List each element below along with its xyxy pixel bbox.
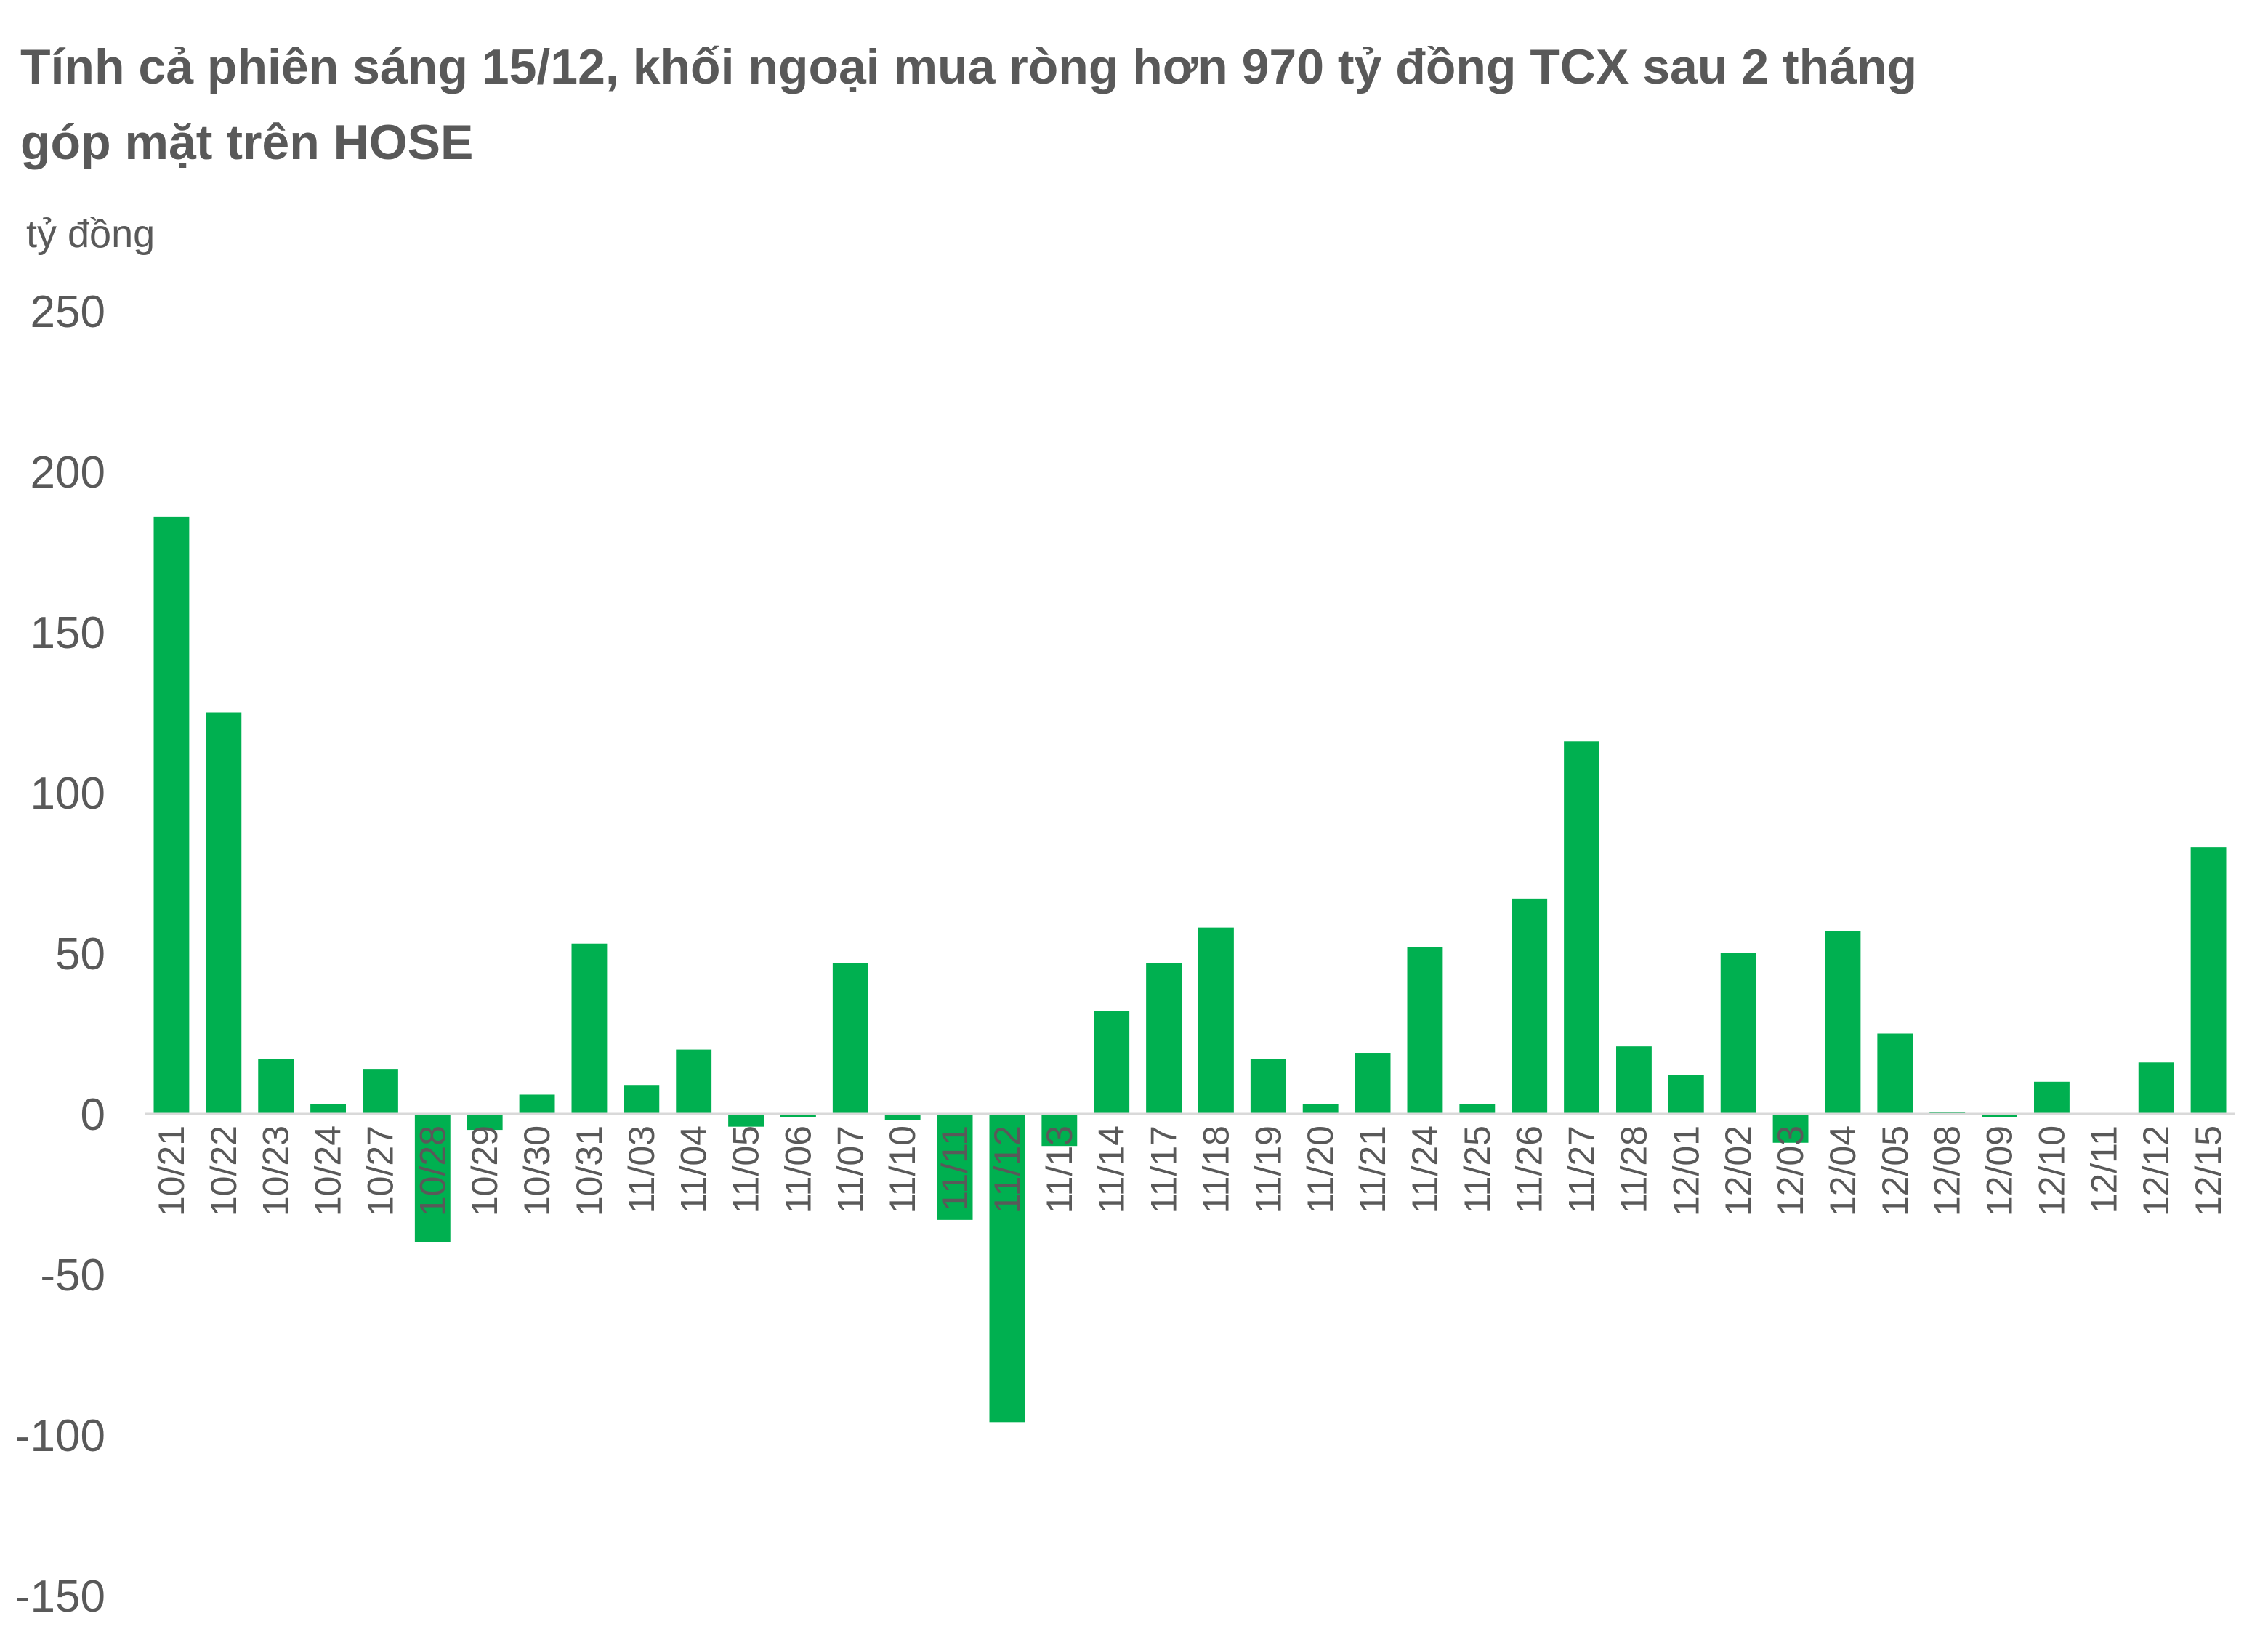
- bar: [153, 516, 190, 1114]
- x-tick-label: 12/05: [1875, 1125, 1916, 1216]
- y-tick-label: 150: [31, 608, 105, 658]
- bar: [624, 1085, 660, 1114]
- x-tick-label: 11/19: [1248, 1125, 1288, 1213]
- bar: [1407, 947, 1443, 1114]
- bar: [1094, 1011, 1130, 1114]
- y-tick-label: -100: [15, 1411, 105, 1461]
- x-tick-label: 12/11: [2083, 1125, 2124, 1213]
- y-tick-label: 100: [31, 769, 105, 819]
- x-tick-label: 11/17: [1144, 1125, 1185, 1213]
- bar: [1616, 1046, 1652, 1114]
- x-tick-label: 12/01: [1666, 1125, 1706, 1216]
- x-tick-label: 10/31: [569, 1125, 610, 1216]
- x-tick-label: 12/03: [1770, 1125, 1811, 1216]
- x-tick-label: 10/22: [203, 1125, 244, 1216]
- y-axis-ticks: 250 200 150 100 50 0 -50 -100 -150: [15, 287, 105, 1622]
- x-tick-label: 11/12: [987, 1125, 1028, 1213]
- x-tick-label: 12/02: [1718, 1125, 1759, 1216]
- bar: [728, 1114, 764, 1127]
- bar: [414, 1114, 451, 1242]
- chart-title: Tính cả phiên sáng 15/12, khối ngoại mua…: [20, 39, 1918, 170]
- bar: [1459, 1104, 1496, 1114]
- y-tick-label: 200: [31, 448, 105, 498]
- y-axis-label: tỷ đồng: [26, 212, 155, 256]
- bar: [1982, 1114, 2017, 1117]
- y-tick-label: 0: [81, 1090, 105, 1140]
- x-tick-label: 11/18: [1195, 1125, 1236, 1213]
- x-tick-label: 11/24: [1405, 1125, 1445, 1213]
- x-tick-label: 11/05: [726, 1125, 767, 1213]
- bar: [780, 1114, 816, 1117]
- bar: [937, 1114, 973, 1220]
- bar: [1250, 1059, 1286, 1114]
- x-tick-label: 10/27: [360, 1125, 400, 1216]
- bar: [258, 1059, 294, 1114]
- bar: [1825, 931, 1861, 1114]
- x-tick-label: 10/30: [517, 1125, 557, 1216]
- x-tick-label: 10/28: [412, 1125, 453, 1216]
- bar: [832, 963, 868, 1114]
- x-tick-label: 10/21: [151, 1125, 192, 1216]
- bar: [1877, 1033, 1913, 1114]
- x-tick-label: 11/28: [1613, 1125, 1654, 1213]
- bar: [206, 712, 242, 1114]
- bar: [1302, 1104, 1339, 1114]
- bar: [884, 1114, 921, 1120]
- bar: [989, 1114, 1025, 1423]
- bar: [1772, 1114, 1809, 1143]
- x-tick-label: 10/23: [256, 1125, 296, 1216]
- y-tick-label: -50: [40, 1250, 105, 1301]
- bar: [310, 1104, 346, 1114]
- bar: [1146, 963, 1182, 1114]
- bar: [1041, 1114, 1078, 1147]
- bar: [363, 1069, 398, 1114]
- x-tick-label: 11/13: [1039, 1125, 1080, 1213]
- y-tick-label: 250: [31, 287, 105, 337]
- x-tick-label: 11/14: [1091, 1125, 1132, 1213]
- bar: [676, 1049, 712, 1114]
- x-tick-label: 12/04: [1823, 1125, 1863, 1216]
- x-tick-label: 11/03: [621, 1125, 662, 1213]
- x-tick-label: 12/12: [2136, 1125, 2176, 1216]
- x-tick-label: 11/04: [674, 1125, 714, 1213]
- bar: [1512, 898, 1548, 1114]
- x-tick-label: 11/11: [935, 1125, 975, 1211]
- x-tick-label: 11/26: [1509, 1125, 1550, 1213]
- bar: [2190, 847, 2227, 1114]
- x-tick-label: 12/08: [1927, 1125, 1968, 1216]
- bar: [1668, 1075, 1704, 1114]
- bar: [1720, 953, 1756, 1114]
- bar: [1198, 927, 1234, 1114]
- x-tick-label: 12/10: [2031, 1125, 2072, 1216]
- x-axis-ticks: 10/21 10/22 10/23 10/24 10/27 10/28 10/29 10/30…: [151, 1125, 2229, 1216]
- x-tick-label: 10/29: [464, 1125, 505, 1216]
- y-tick-label: 50: [55, 929, 105, 979]
- bar: [519, 1094, 555, 1114]
- x-tick-label: 10/24: [308, 1125, 349, 1216]
- x-tick-label: 12/09: [1980, 1125, 2020, 1216]
- x-tick-label: 11/27: [1562, 1125, 1602, 1213]
- bars: [153, 516, 2227, 1423]
- y-tick-label: -150: [15, 1572, 105, 1622]
- x-tick-label: 11/06: [778, 1125, 818, 1213]
- bar: [467, 1114, 503, 1131]
- x-tick-label: 11/20: [1300, 1125, 1341, 1213]
- bar: [2034, 1081, 2070, 1114]
- x-tick-label: 11/10: [882, 1125, 923, 1213]
- bar: [571, 943, 608, 1114]
- bar: [1355, 1053, 1391, 1114]
- bar: [2138, 1062, 2174, 1114]
- x-tick-label: 11/21: [1352, 1125, 1393, 1213]
- x-tick-label: 11/25: [1457, 1125, 1498, 1213]
- x-tick-label: 12/15: [2188, 1125, 2229, 1216]
- x-tick-label: 11/07: [830, 1125, 871, 1213]
- bar: [1564, 741, 1599, 1114]
